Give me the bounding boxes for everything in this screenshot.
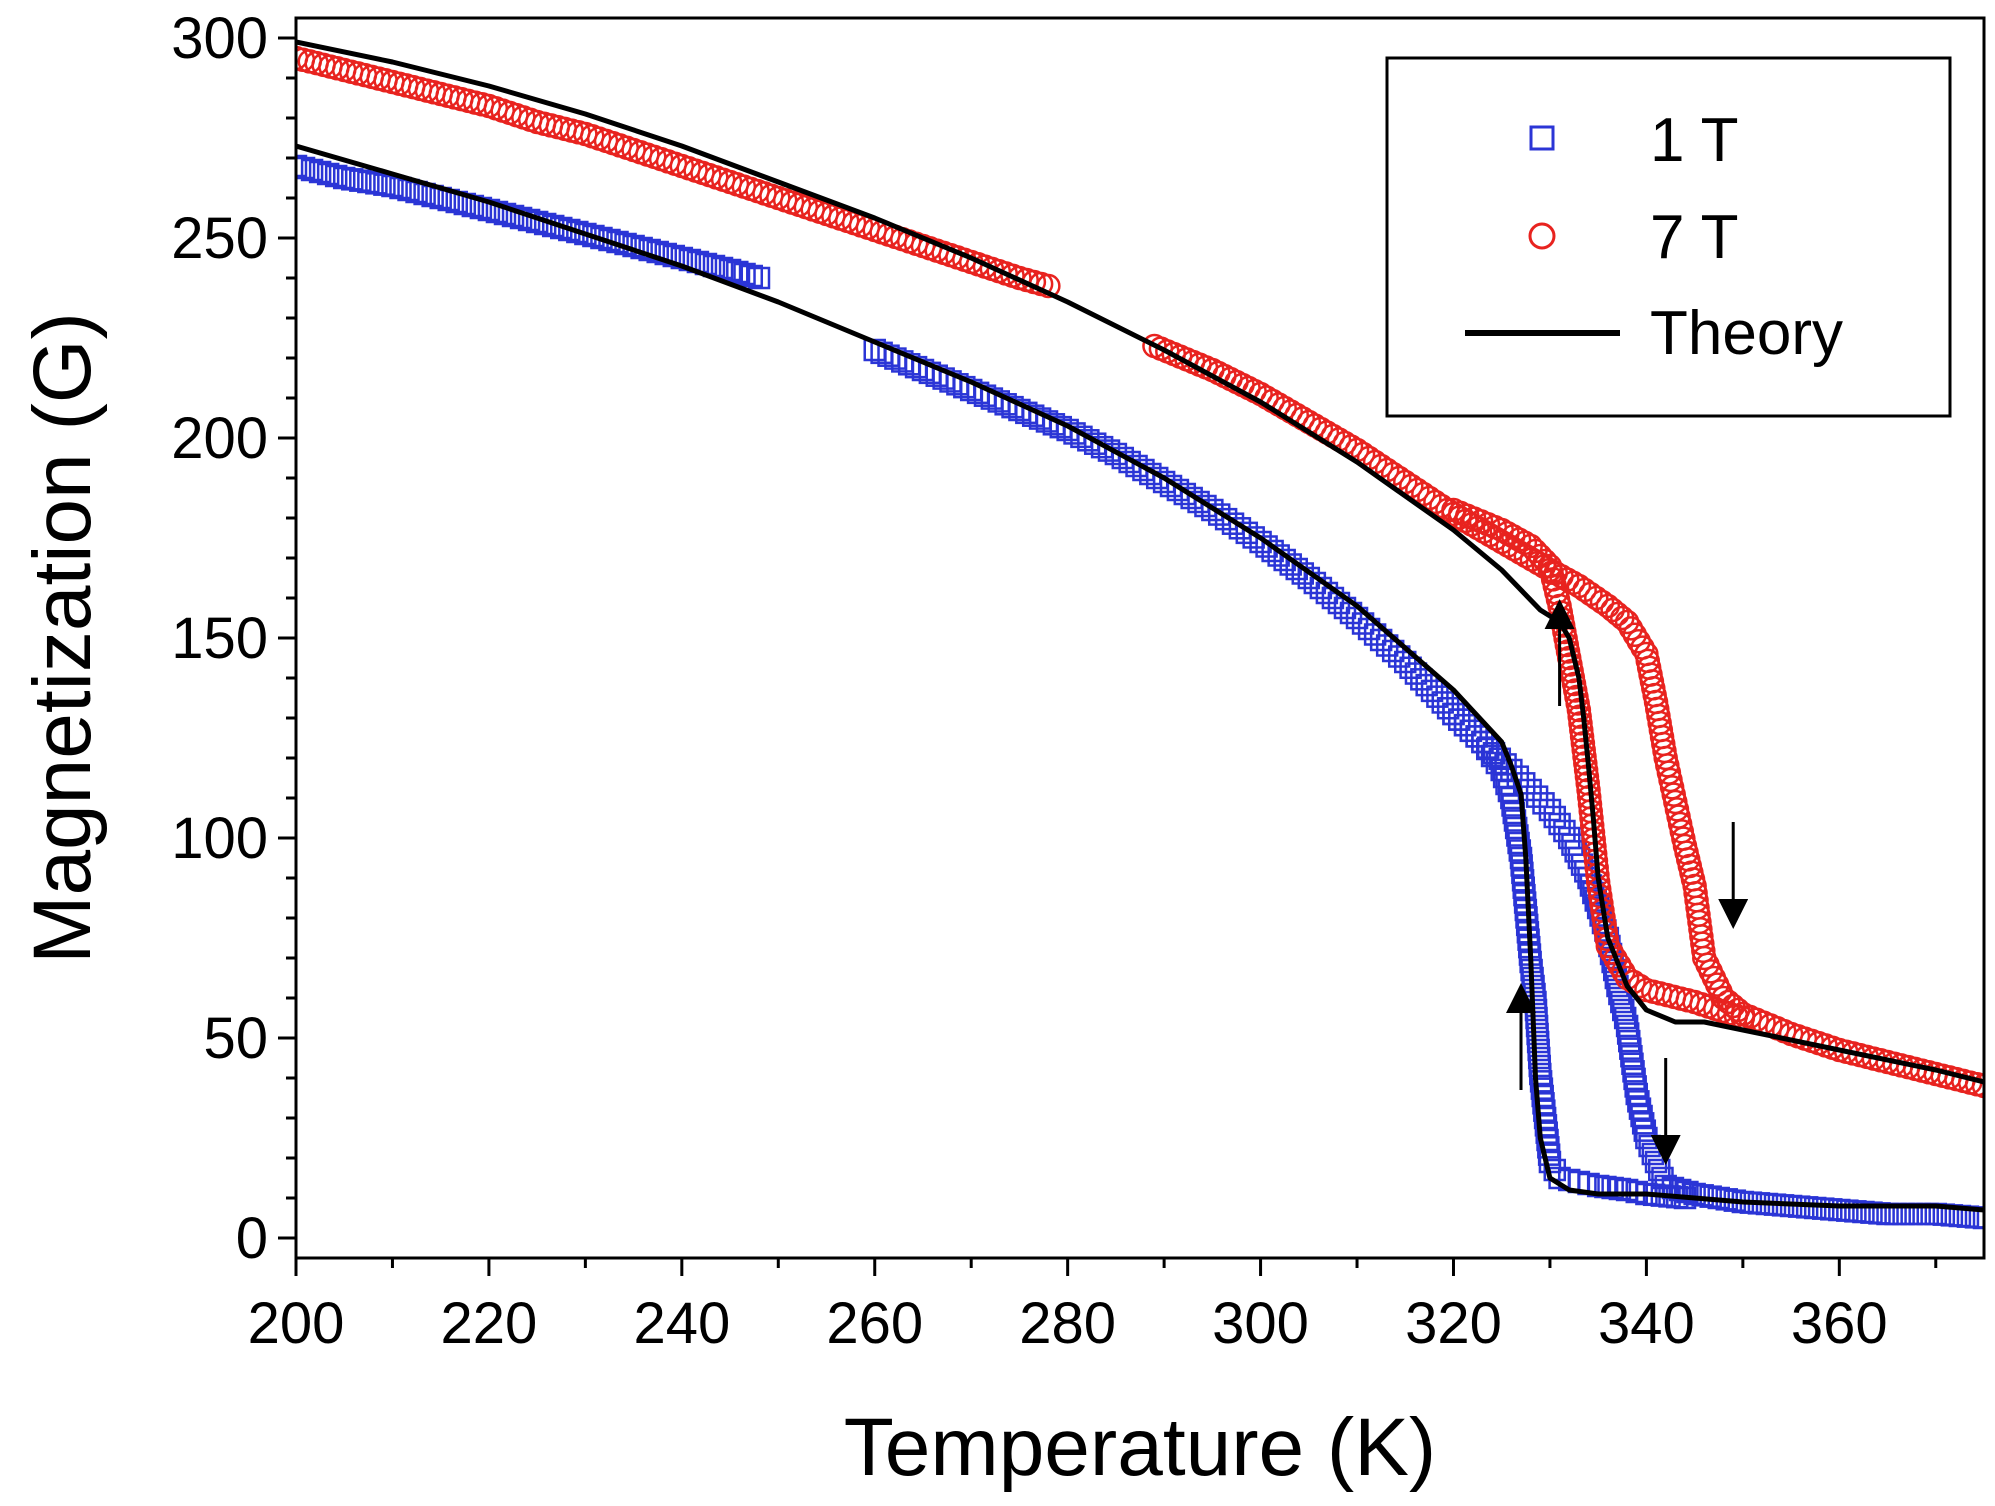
y-tick-label: 250 — [171, 206, 268, 271]
data-point — [1525, 785, 1549, 808]
data-point — [1441, 497, 1466, 523]
data-point — [1512, 876, 1536, 899]
data-point — [1614, 609, 1640, 635]
data-point — [710, 256, 734, 280]
data-point — [1411, 481, 1436, 507]
y-tick-label: 150 — [171, 606, 268, 671]
data-point — [332, 166, 356, 190]
y-tick-label: 300 — [171, 6, 268, 71]
y-tick-label: 0 — [236, 1206, 268, 1271]
data-point — [1603, 946, 1628, 972]
legend-7t-marker — [1528, 222, 1556, 250]
x-tick-label: 260 — [826, 1291, 923, 1356]
data-point — [300, 158, 324, 182]
data-point — [1631, 1112, 1655, 1135]
y-tick-label: 100 — [171, 806, 268, 871]
data-point — [316, 162, 340, 186]
data-point — [1387, 645, 1411, 668]
data-point — [733, 262, 756, 286]
data-point — [1111, 446, 1135, 470]
data-point — [296, 154, 308, 178]
data-point — [1627, 1090, 1650, 1113]
data-point — [1622, 622, 1648, 648]
data-point — [1194, 494, 1217, 518]
data-point — [1097, 439, 1121, 462]
data-point — [1630, 1104, 1653, 1128]
data-point — [726, 260, 749, 284]
theory-curve-1 — [296, 143, 1984, 1213]
legend-label-7t: 7 T — [1650, 203, 1738, 272]
x-tick-label: 340 — [1598, 1291, 1695, 1356]
x-tick-label: 220 — [441, 1291, 538, 1356]
data-point — [1511, 861, 1534, 885]
data-point — [574, 222, 597, 246]
data-point — [1173, 482, 1197, 506]
x-axis-title: Temperature (K) — [844, 1402, 1436, 1493]
data-point — [365, 172, 388, 195]
data-point — [1610, 990, 1633, 1014]
data-point — [1511, 869, 1535, 892]
data-point — [718, 258, 742, 282]
data-point — [485, 200, 509, 224]
y-tick-label: 200 — [171, 406, 268, 471]
data-point — [341, 168, 364, 191]
data-point — [349, 169, 372, 192]
x-tick-label: 280 — [1019, 1291, 1116, 1356]
data-point — [1553, 819, 1576, 843]
data-point — [357, 170, 380, 194]
data-point — [1180, 486, 1203, 510]
data-point — [1448, 708, 1471, 731]
data-point — [1513, 883, 1536, 907]
data-point — [1612, 998, 1635, 1022]
data-point — [1628, 1097, 1652, 1120]
data-point — [1532, 792, 1555, 815]
data-point — [1625, 1082, 1649, 1106]
data-point — [1187, 490, 1210, 514]
data-point — [1633, 1119, 1657, 1142]
x-tick-label: 300 — [1212, 1291, 1309, 1356]
data-point — [501, 204, 525, 228]
data-point — [493, 202, 517, 226]
legend-1t-marker — [1529, 125, 1555, 151]
x-tick-label: 360 — [1791, 1291, 1888, 1356]
data-point — [740, 264, 764, 288]
legend: 1 T 7 T Theory — [1385, 56, 1952, 418]
data-point — [324, 164, 348, 188]
legend-box — [1385, 56, 1952, 418]
data-point — [1104, 442, 1128, 466]
data-point — [566, 220, 589, 244]
data-point — [373, 173, 396, 196]
data-point — [662, 244, 686, 268]
data-point — [1618, 616, 1644, 641]
axes: 200 220 240 260 280 300 320 340 360 0 50 100 150 200 2… — [171, 6, 1986, 1356]
x-tick-label: 200 — [248, 1291, 345, 1356]
data-point — [308, 160, 332, 184]
data-point — [654, 242, 678, 266]
x-tick-label: 320 — [1405, 1291, 1502, 1356]
data-point — [747, 266, 771, 290]
data-point — [1613, 1006, 1637, 1030]
data-point — [1495, 520, 1520, 546]
data-point — [582, 224, 605, 248]
x-tick-label: 240 — [633, 1291, 730, 1356]
data-point — [296, 156, 316, 180]
data-point — [1626, 628, 1651, 654]
y-tick-label: 50 — [203, 1006, 268, 1071]
data-point — [1971, 1073, 1984, 1099]
y-axis-title: Magnetization (G) — [17, 312, 108, 964]
data-point — [1405, 477, 1430, 503]
legend-label-1t: 1 T — [1650, 106, 1738, 175]
data-point — [1607, 952, 1632, 978]
data-point — [1417, 485, 1442, 511]
data-point — [1442, 702, 1465, 726]
data-point — [1972, 1206, 1984, 1230]
data-point — [646, 240, 669, 264]
data-point — [1634, 977, 1659, 1003]
plot-area — [296, 39, 1984, 1230]
data-point — [1399, 473, 1424, 499]
legend-label-theory: Theory — [1650, 299, 1843, 368]
